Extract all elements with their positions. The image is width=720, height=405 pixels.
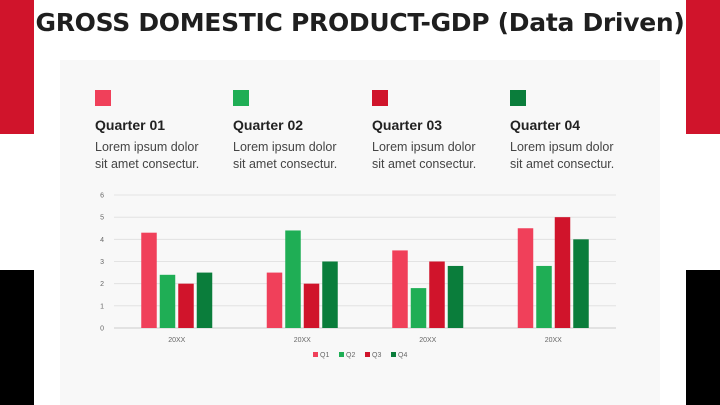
quarter-2-swatch	[233, 90, 249, 106]
x-category-label-2: 20XX	[294, 337, 311, 344]
bar-q2-group-4	[536, 265, 552, 328]
legend-label-q4: Q4	[398, 352, 407, 359]
bar-q2-group-1	[159, 274, 176, 328]
bar-q3-group-1	[178, 283, 194, 328]
corner-decoration-top-left	[0, 0, 34, 134]
bar-q4-group-3	[447, 265, 464, 328]
quarter-2-title: Quarter 02	[233, 117, 304, 133]
x-category-label-1: 20XX	[168, 337, 185, 344]
y-tick-label-3: 3	[100, 259, 104, 266]
quarter-3-swatch	[372, 90, 388, 106]
bar-q1-group-2	[266, 272, 283, 328]
quarter-1-swatch	[95, 90, 111, 106]
legend-swatch-q1	[313, 352, 318, 357]
bar-q1-group-3	[392, 250, 408, 328]
legend-swatch-q2	[339, 352, 344, 357]
bar-q3-group-3	[429, 261, 445, 328]
y-tick-label-1: 1	[100, 303, 104, 310]
quarter-4-desc-line-1: Lorem ipsum dolor	[510, 140, 614, 154]
y-tick-label-0: 0	[100, 326, 104, 333]
quarter-3-desc-line-1: Lorem ipsum dolor	[372, 140, 476, 154]
legend-swatch-q4	[391, 352, 396, 357]
y-tick-label-5: 5	[100, 215, 104, 222]
x-category-label-4: 20XX	[545, 337, 562, 344]
legend-label-q3: Q3	[372, 352, 381, 359]
bar-q4-group-4	[573, 239, 589, 328]
slide-content: GROSS DOMESTIC PRODUCT-GDP (Data Driven)…	[34, 0, 686, 405]
quarter-card-4: Quarter 04 Lorem ipsum dolor sit amet co…	[510, 90, 645, 173]
slide-title: GROSS DOMESTIC PRODUCT-GDP (Data Driven)	[35, 8, 685, 37]
quarter-card-3: Quarter 03 Lorem ipsum dolor sit amet co…	[372, 90, 507, 173]
corner-decoration-bottom-right	[686, 270, 720, 405]
quarter-3-desc-line-2: sit amet consectur.	[372, 157, 477, 171]
quarter-2-desc-line-1: Lorem ipsum dolor	[233, 140, 337, 154]
bar-q3-group-2	[303, 283, 320, 328]
legend-label-q1: Q1	[320, 352, 329, 359]
quarter-4-title: Quarter 04	[510, 117, 581, 133]
bar-q3-group-4	[554, 217, 571, 328]
x-category-label-3: 20XX	[419, 337, 436, 344]
quarter-1-desc-line-1: Lorem ipsum dolor	[95, 140, 199, 154]
quarter-2-description: Lorem ipsum dolor sit amet consectur.	[233, 139, 368, 173]
quarter-4-description: Lorem ipsum dolor sit amet consectur.	[510, 139, 645, 173]
quarter-card-1: Quarter 01 Lorem ipsum dolor sit amet co…	[95, 90, 230, 173]
quarter-2-desc-line-2: sit amet consectur.	[233, 157, 338, 171]
y-tick-label-6: 6	[100, 193, 104, 200]
quarter-4-desc-line-2: sit amet consectur.	[510, 157, 615, 171]
bar-q1-group-4	[517, 228, 534, 328]
quarter-card-2: Quarter 02 Lorem ipsum dolor sit amet co…	[233, 90, 368, 173]
bar-q4-group-2	[322, 261, 338, 328]
bar-q4-group-1	[196, 272, 213, 328]
legend-swatch-q3	[365, 352, 370, 357]
bar-q1-group-1	[141, 232, 157, 328]
bar-q2-group-2	[285, 230, 301, 328]
quarter-1-title: Quarter 01	[95, 117, 166, 133]
bar-q2-group-3	[410, 288, 427, 328]
legend-label-q2: Q2	[346, 352, 355, 359]
quarter-4-swatch	[510, 90, 526, 106]
gdp-bar-chart: 0 1 2 3 4 5 6 20XX 20XX 20XX 20XX Q1 Q2 Q3 Q4	[100, 193, 616, 359]
y-tick-label-2: 2	[100, 281, 104, 288]
quarter-3-description: Lorem ipsum dolor sit amet consectur.	[372, 139, 507, 173]
corner-decoration-top-right	[686, 0, 720, 134]
quarter-3-title: Quarter 03	[372, 117, 443, 133]
y-tick-label-4: 4	[100, 237, 104, 244]
quarter-1-desc-line-2: sit amet consectur.	[95, 157, 200, 171]
corner-decoration-bottom-left	[0, 270, 34, 405]
quarter-1-description: Lorem ipsum dolor sit amet consectur.	[95, 139, 230, 173]
